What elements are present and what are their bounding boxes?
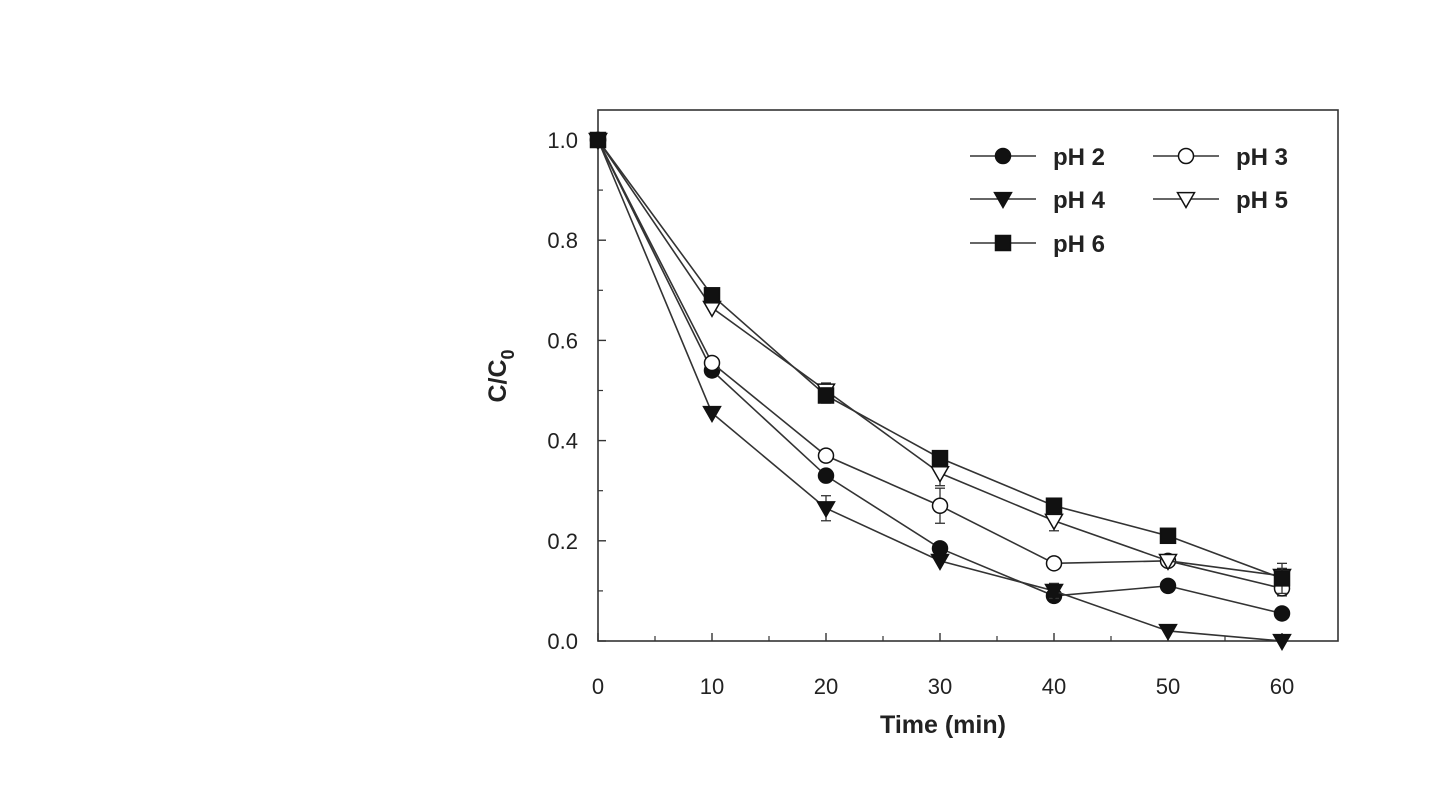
data-point — [816, 501, 836, 519]
data-point — [1273, 570, 1291, 587]
data-point — [1044, 583, 1064, 601]
y-tick-label: 0.2 — [547, 529, 578, 554]
legend-item: pH 3 — [1153, 144, 1288, 171]
data-point — [1045, 555, 1063, 572]
y-axis-title-subscript: 0 — [498, 349, 518, 359]
legend-marker — [1176, 191, 1196, 210]
marker-shape — [1045, 497, 1063, 514]
marker-shape — [589, 131, 607, 149]
marker-shape — [702, 405, 722, 424]
legend-label: pH 4 — [1053, 187, 1106, 214]
data-point — [702, 405, 722, 424]
marker-shape — [817, 447, 835, 464]
marker-shape — [1176, 191, 1196, 210]
tick-labels: 0 10 20 30 40 50 60 0.0 0.2 0.4 0.6 0.8 1.0 — [547, 128, 1294, 699]
x-tick-label: 20 — [814, 674, 838, 699]
marker-shape — [1272, 633, 1292, 652]
marker-shape — [1273, 605, 1291, 622]
legend-label: pH 6 — [1053, 231, 1105, 258]
series-ph-6 — [589, 131, 1291, 595]
x-tick-label: 0 — [592, 674, 604, 699]
data-point — [1158, 623, 1178, 641]
legend-item: pH 4 — [970, 187, 1106, 214]
x-tick-label: 40 — [1042, 674, 1066, 699]
marker-shape — [817, 467, 835, 484]
data-point — [931, 497, 949, 514]
marker-shape — [703, 354, 721, 372]
x-axis-title: Time (min) — [880, 711, 1006, 739]
series — [588, 131, 1292, 652]
marker-shape — [931, 449, 949, 467]
legend-item: pH 6 — [970, 231, 1105, 258]
marker-shape — [1158, 623, 1178, 641]
marker-shape — [1273, 570, 1291, 587]
legend-item: pH 2 — [970, 144, 1105, 171]
x-tick-label: 10 — [700, 674, 724, 699]
data-point — [1045, 497, 1063, 514]
legend: pH 2 pH 3 pH 4 pH 5 pH 6 — [970, 144, 1288, 258]
legend-marker — [1177, 147, 1195, 165]
data-point — [930, 466, 950, 484]
data-point — [589, 131, 607, 149]
marker-shape — [703, 287, 721, 304]
legend-label: pH 5 — [1236, 187, 1288, 214]
marker-shape — [1044, 583, 1064, 601]
marker-shape — [1158, 553, 1178, 571]
data-point — [1158, 553, 1178, 571]
data-point — [931, 540, 949, 557]
data-point — [1273, 605, 1291, 622]
marker-shape — [1159, 527, 1177, 545]
axis-ticks — [597, 139, 1283, 642]
marker-shape — [1045, 555, 1063, 572]
y-axis-title: C/C0 — [484, 349, 518, 402]
data-point — [702, 300, 722, 318]
data-point — [703, 287, 721, 304]
data-point — [1159, 527, 1177, 545]
y-axis-title-main: C/C — [484, 359, 512, 402]
data-point — [817, 387, 835, 404]
legend-label: pH 2 — [1053, 144, 1105, 171]
marker-shape — [930, 466, 950, 484]
marker-shape — [993, 191, 1013, 210]
legend-marker — [994, 234, 1012, 252]
legend-marker — [994, 147, 1012, 165]
series-ph-4 — [588, 132, 1292, 652]
plot-border — [597, 109, 1339, 642]
marker-shape — [702, 300, 722, 318]
marker-shape — [816, 501, 836, 519]
y-tick-label: 0.8 — [547, 228, 578, 253]
data-point — [1044, 513, 1064, 531]
plot-frame — [597, 109, 1339, 642]
marker-shape — [994, 147, 1012, 165]
marker-shape — [1177, 147, 1195, 165]
marker-shape — [994, 234, 1012, 252]
legend-item: pH 5 — [1153, 187, 1288, 214]
data-point — [931, 449, 949, 467]
marker-shape — [931, 497, 949, 514]
data-point — [817, 447, 835, 464]
data-point — [930, 553, 950, 571]
marker-shape — [931, 540, 949, 557]
x-tick-label: 30 — [928, 674, 952, 699]
y-tick-label: 0.4 — [547, 429, 578, 454]
data-point — [703, 354, 721, 372]
y-tick-label: 0.6 — [547, 328, 578, 353]
marker-shape — [817, 387, 835, 404]
legend-marker — [993, 191, 1013, 210]
data-point — [1159, 577, 1177, 595]
data-point — [817, 467, 835, 484]
y-tick-label: 0.0 — [547, 629, 578, 654]
legend-label: pH 3 — [1236, 144, 1288, 171]
data-point — [1272, 633, 1292, 652]
marker-shape — [1159, 577, 1177, 595]
x-tick-label: 60 — [1270, 674, 1294, 699]
marker-shape — [1044, 513, 1064, 531]
y-tick-label: 1.0 — [547, 128, 578, 153]
x-tick-label: 50 — [1156, 674, 1180, 699]
marker-shape — [930, 553, 950, 571]
